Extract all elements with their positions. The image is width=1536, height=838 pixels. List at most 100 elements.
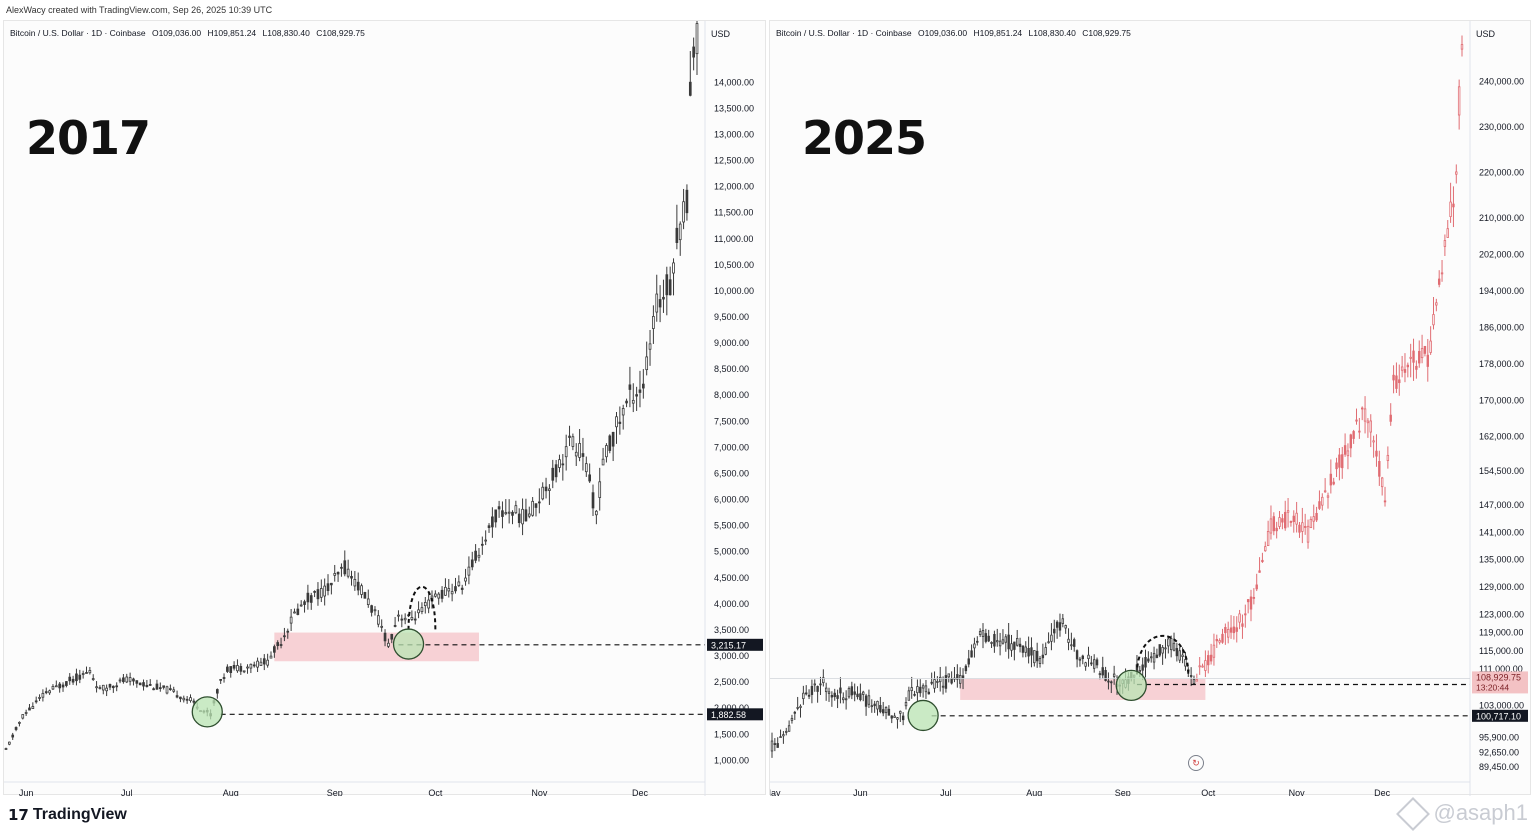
- candle-body: [981, 630, 985, 637]
- candle-body: [158, 687, 162, 690]
- candle-body: [125, 676, 129, 683]
- candle-body: [1272, 516, 1276, 532]
- candle-body: [1238, 613, 1241, 623]
- candle-body: [316, 589, 320, 600]
- candle-body: [824, 687, 828, 693]
- candle-body: [1386, 454, 1390, 461]
- candle-body: [1415, 365, 1418, 370]
- candle-body: [400, 618, 404, 621]
- candle-body: [1435, 302, 1438, 306]
- candle-body: [652, 316, 655, 329]
- candle-body: [1426, 354, 1429, 367]
- candle-body: [993, 634, 996, 647]
- candle-body: [551, 467, 555, 481]
- candle-body: [65, 681, 68, 686]
- y-tick-label: 5,500.00: [714, 521, 749, 531]
- candle-body: [802, 692, 805, 700]
- candle-body: [1303, 526, 1307, 528]
- countdown-label: 13:20:44: [1476, 682, 1509, 692]
- chart-panel-2017[interactable]: USD 1,000.00 1,500.00 2,000.00 2,500.00 3,000…: [3, 20, 767, 796]
- candle-body: [155, 683, 159, 690]
- x-tick-label: Dec: [1374, 788, 1391, 796]
- candle-body: [128, 677, 132, 682]
- candle-body: [625, 400, 628, 404]
- ohlc-low: L108,830.40: [1028, 28, 1076, 38]
- replay-icon[interactable]: ↻: [1188, 755, 1204, 771]
- candle-body: [353, 578, 357, 587]
- x-tick-label: Jul: [940, 788, 952, 796]
- candle-body: [464, 577, 467, 582]
- candle-body: [1363, 408, 1367, 422]
- candle-body: [1073, 639, 1076, 647]
- candle-body: [1346, 450, 1350, 457]
- candle-body: [1383, 500, 1387, 503]
- x-tick-label: Jun: [19, 788, 34, 796]
- candle-body: [635, 394, 638, 397]
- candle-body: [1341, 454, 1344, 469]
- candle-body: [501, 510, 504, 517]
- candle-body: [115, 685, 119, 688]
- candle-body: [631, 399, 635, 404]
- symbol-name: Bitcoin / U.S. Dollar · 1D · Coinbase: [776, 28, 912, 38]
- tradingview-logo[interactable]: 17 TradingView: [8, 806, 127, 824]
- candle-body: [470, 559, 474, 568]
- candle-body: [273, 646, 276, 653]
- highlight-circle: [392, 628, 425, 660]
- y-tick-label: 202,000.00: [1479, 250, 1524, 260]
- candle-body: [31, 706, 35, 709]
- y-tick-label: 111,000.00: [1479, 664, 1523, 674]
- candle-body: [595, 510, 598, 516]
- y-tick-label: 129,000.00: [1479, 582, 1524, 592]
- candle-body: [105, 687, 108, 692]
- ohlc-close: C108,929.75: [316, 28, 365, 38]
- candle-body: [1446, 228, 1449, 238]
- candle-body: [970, 650, 973, 658]
- candle-body: [8, 741, 11, 745]
- candle-body: [1429, 340, 1432, 353]
- candle-body: [1107, 680, 1110, 683]
- candle-body: [856, 693, 859, 698]
- y-tick-label: 6,000.00: [714, 495, 749, 505]
- symbol-legend: Bitcoin / U.S. Dollar · 1D · Coinbase O1…: [776, 28, 1135, 38]
- candle-body: [1209, 654, 1213, 662]
- candle-body: [1352, 431, 1355, 439]
- candle-body: [477, 554, 481, 558]
- candle-body: [323, 585, 326, 597]
- candle-body: [1372, 440, 1375, 443]
- chart-panel-2025[interactable]: USD 89,450.00 92,650.00 95,900.00 103,000.00…: [769, 20, 1532, 796]
- highlight-circle: [1115, 669, 1147, 702]
- y-tick-label: 89,450.00: [1479, 762, 1519, 772]
- candle-body: [1024, 646, 1027, 653]
- dashed-arc: [1135, 635, 1190, 675]
- candlestick-chart-2025[interactable]: USD 89,450.00 92,650.00 95,900.00 103,000.00…: [770, 21, 1532, 796]
- candle-body: [88, 670, 92, 674]
- candle-body: [343, 560, 347, 575]
- candle-body: [38, 697, 41, 699]
- candle-body: [229, 666, 233, 674]
- candle-body: [1141, 664, 1144, 671]
- candle-body: [1078, 658, 1082, 661]
- y-tick-label: 230,000.00: [1479, 122, 1524, 132]
- candle-body: [822, 677, 825, 684]
- candle-body: [1389, 414, 1392, 422]
- x-tick-label: Sep: [327, 788, 343, 796]
- dashed-arc: [407, 585, 437, 630]
- candle-body: [1192, 678, 1196, 684]
- candle-body: [333, 573, 337, 576]
- y-tick-label: 4,500.00: [714, 573, 749, 583]
- y-tick-label: 210,000.00: [1479, 213, 1524, 223]
- candle-body: [71, 678, 75, 683]
- candle-body: [561, 463, 565, 466]
- candle-body: [383, 632, 387, 642]
- candle-body: [467, 566, 471, 576]
- candle-body: [850, 686, 854, 696]
- y-tick-label: 1,500.00: [714, 729, 749, 739]
- candle-body: [330, 582, 333, 586]
- highlight-circle: [907, 699, 939, 732]
- candle-body: [870, 705, 873, 708]
- y-tick-label: 186,000.00: [1479, 322, 1524, 332]
- candle-body: [615, 416, 618, 428]
- candlestick-chart-2017[interactable]: USD 1,000.00 1,500.00 2,000.00 2,500.00 3,000…: [4, 21, 767, 796]
- candle-body: [276, 642, 280, 647]
- candle-body: [1252, 597, 1256, 599]
